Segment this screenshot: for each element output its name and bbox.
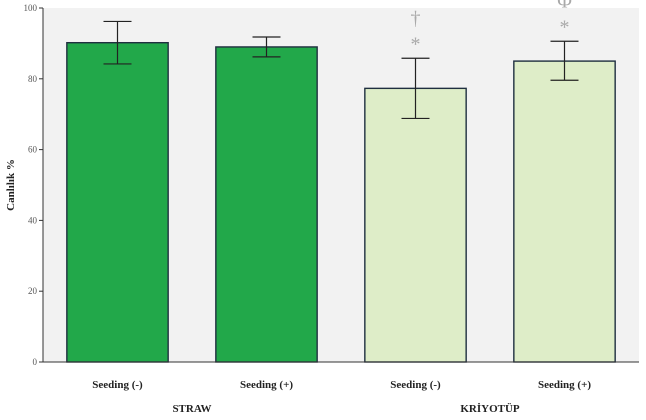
group-label: STRAW: [172, 403, 211, 415]
x-tick-label: Seeding (+): [538, 379, 591, 391]
group-label: KRİYOTÜP: [460, 402, 520, 415]
bar: [66, 41, 169, 363]
significance-marker: *: [560, 16, 570, 38]
significance-marker: *: [411, 33, 421, 55]
x-tick-label: Seeding (-): [390, 379, 441, 391]
y-tick-label: 0: [33, 357, 38, 367]
error-bar: [550, 40, 579, 81]
error-bar: [401, 57, 430, 120]
y-tick-label: 40: [28, 215, 38, 225]
x-tick-label: Seeding (+): [240, 379, 293, 391]
y-tick-label: 100: [24, 3, 38, 13]
x-tick-label: Seeding (-): [92, 379, 143, 391]
y-tick-label: 60: [28, 145, 38, 155]
error-bar: [103, 20, 132, 65]
significance-marker: †: [411, 7, 421, 29]
bar: [364, 87, 467, 363]
bar: [513, 60, 616, 363]
significance-marker: Φ: [557, 0, 572, 12]
y-tick-label: 20: [28, 286, 38, 296]
y-axis-label: Canlılık %: [5, 159, 17, 211]
y-tick-label: 80: [28, 74, 38, 84]
bar: [215, 46, 318, 363]
error-bar: [252, 36, 281, 58]
